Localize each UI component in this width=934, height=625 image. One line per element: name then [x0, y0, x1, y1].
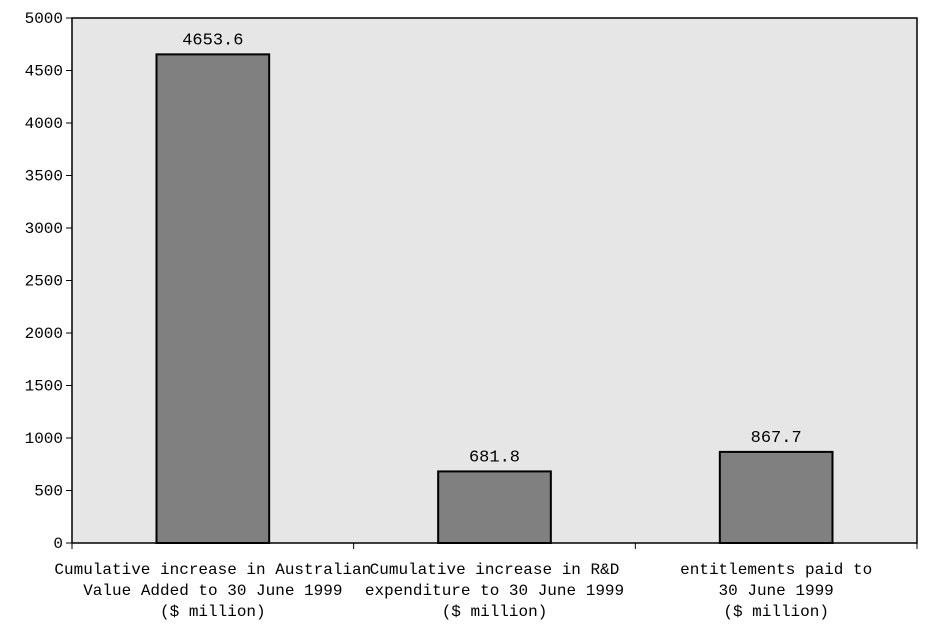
- category-label: entitlements paid to: [680, 561, 872, 579]
- category-label: ($ million): [723, 603, 829, 621]
- category-label: Cumulative increase in R&D: [370, 561, 620, 579]
- category-labels: Cumulative increase in Australian Value A…: [54, 561, 872, 621]
- category-label: ($ million): [160, 603, 266, 621]
- y-axis: 0 500 1000 1500 2000 2500 3000 3500 4000 4500 5000: [25, 10, 72, 553]
- bar: [718, 450, 834, 545]
- data-label: 681.8: [469, 448, 520, 467]
- data-label: 867.7: [751, 429, 802, 448]
- category-label: 30 June 1999: [719, 582, 834, 600]
- y-tick-label: 5000: [25, 10, 63, 28]
- data-labels: 4653.6 681.8 867.7: [182, 31, 801, 467]
- y-tick-label: 1500: [25, 378, 63, 396]
- y-tick-label: 2500: [25, 273, 63, 291]
- category-label: Value Added to 30 June 1999: [83, 582, 342, 600]
- y-tick-label: 3500: [25, 168, 63, 186]
- x-axis: [71, 543, 918, 549]
- category-label: expenditure to 30 June 1999: [365, 582, 624, 600]
- category-label: ($ million): [442, 603, 548, 621]
- bar-series: [155, 53, 834, 545]
- y-tick-label: 3000: [25, 220, 63, 238]
- y-tick-label: 0: [53, 535, 63, 553]
- y-tick-label: 4500: [25, 63, 63, 81]
- data-label: 4653.6: [182, 31, 243, 50]
- bar: [437, 470, 552, 545]
- bar: [155, 53, 271, 544]
- y-tick-label: 1000: [25, 430, 63, 448]
- category-label: Cumulative increase in Australian: [54, 561, 371, 579]
- y-tick-label: 500: [34, 483, 63, 501]
- y-tick-label: 4000: [25, 115, 63, 133]
- y-tick-label: 2000: [25, 325, 63, 343]
